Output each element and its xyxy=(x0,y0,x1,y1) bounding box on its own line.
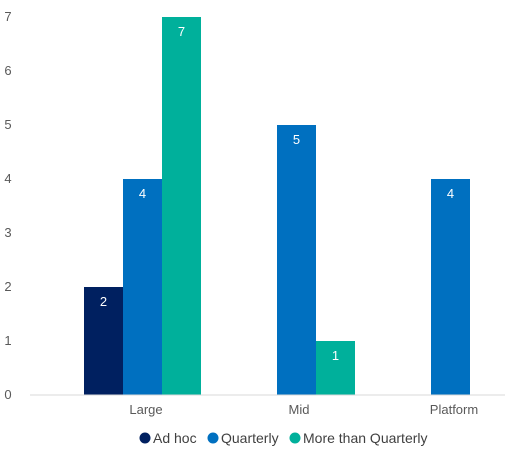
data-labels: 2 4 7 5 1 4 xyxy=(100,24,454,363)
legend-item-quarterly[interactable]: Quarterly xyxy=(207,430,279,446)
y-tick-label: 7 xyxy=(4,9,11,24)
y-tick-label: 6 xyxy=(4,63,11,78)
x-category-label: Platform xyxy=(430,402,478,417)
bar-more-than-quarterly-mid[interactable] xyxy=(316,341,355,395)
legend-item-more-than-quarterly[interactable]: More than Quarterly xyxy=(289,430,428,446)
bar-more-than-quarterly-large[interactable] xyxy=(162,17,201,395)
legend-label: Quarterly xyxy=(221,430,279,446)
legend-item-ad-hoc[interactable]: Ad hoc xyxy=(139,430,197,446)
bars xyxy=(84,17,470,395)
y-tick-label: 5 xyxy=(4,117,11,132)
y-tick-label: 2 xyxy=(4,279,11,294)
data-label: 2 xyxy=(100,294,107,309)
bar-quarterly-large[interactable] xyxy=(123,179,162,395)
x-category-label: Large xyxy=(129,402,162,417)
x-axis-category-labels: Large Mid Platform xyxy=(129,402,478,417)
y-tick-label: 4 xyxy=(4,171,11,186)
y-axis-ticks: 0 1 2 3 4 5 6 7 xyxy=(4,9,11,402)
data-label: 7 xyxy=(178,24,185,39)
data-label: 4 xyxy=(139,186,146,201)
y-tick-label: 0 xyxy=(4,387,11,402)
bar-quarterly-platform[interactable] xyxy=(431,179,470,395)
data-label: 5 xyxy=(293,132,300,147)
legend-marker xyxy=(139,432,151,444)
x-category-label: Mid xyxy=(289,402,310,417)
y-tick-label: 3 xyxy=(4,225,11,240)
data-label: 1 xyxy=(332,348,339,363)
legend: Ad hoc Quarterly More than Quarterly xyxy=(139,430,428,446)
legend-marker xyxy=(207,432,219,444)
y-tick-label: 1 xyxy=(4,333,11,348)
legend-label: More than Quarterly xyxy=(303,430,428,446)
legend-marker xyxy=(289,432,301,444)
data-label: 4 xyxy=(447,186,454,201)
bar-ad-hoc-large[interactable] xyxy=(84,287,123,395)
bar-quarterly-mid[interactable] xyxy=(277,125,316,395)
legend-label: Ad hoc xyxy=(153,430,197,446)
